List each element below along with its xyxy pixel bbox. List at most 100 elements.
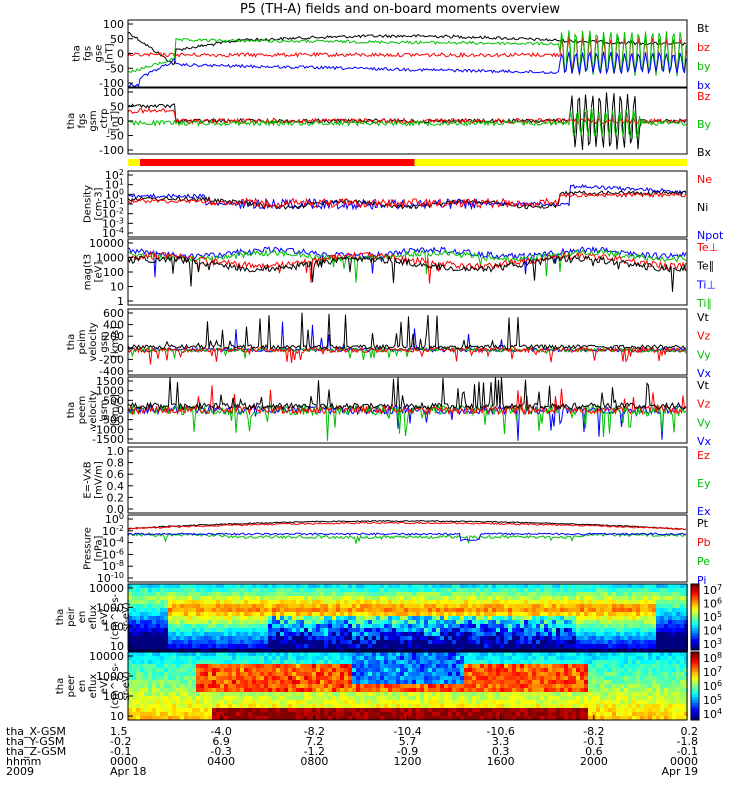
- colorbar-tick-label-peer-spec: 105: [703, 693, 722, 707]
- ytick-label-fgs-gse: -100: [99, 77, 124, 90]
- legend-pressure: Pi: [697, 574, 706, 587]
- series-pb: [127, 521, 687, 531]
- ytick-label-efield: 0.4: [107, 480, 125, 493]
- ytick-label-density: 10-3: [102, 216, 124, 230]
- ylabel-fgs-gse: thafgsgse[nT]: [72, 43, 116, 63]
- xaxis-value: 2000: [580, 755, 608, 768]
- ylabel-peim-velocity: thapeimvelocitygsm[km/s]: [66, 322, 121, 361]
- curves-peim-velocity: [127, 312, 687, 365]
- legend-fgs-gsm: By: [697, 118, 712, 131]
- ytick-label-peem-velocity: -1500: [92, 433, 124, 446]
- mode-bar-fast: [140, 159, 415, 166]
- ylabel-peem-velocity: thapeemvelocitygsm[km/s]: [66, 390, 121, 429]
- ytick-label-temperature: 10: [110, 281, 124, 294]
- colorbar-tick-label-peir-spec: 107: [703, 583, 722, 597]
- xaxis-value: 0800: [300, 755, 328, 768]
- ytick-label-peim-velocity: -400: [99, 365, 124, 378]
- series-te-par: [127, 253, 687, 292]
- legend-pressure: Pe: [697, 555, 710, 568]
- xaxis-value: -0.9: [397, 745, 418, 758]
- xaxis-value: -0.2: [110, 735, 131, 748]
- ytick-label-fgs-gse: -50: [106, 62, 124, 75]
- colorbar-frame-peir-spec: [690, 583, 700, 651]
- panel-fgs-gse: 100 50 0-50 -100 thafgsgse[nT] Bt bz by bx: [72, 18, 711, 92]
- ylabel-fgs-gsm: thafgsgsm_ctrp[nT]: [66, 109, 121, 135]
- legend-fgs-gsm: Bz: [697, 90, 711, 103]
- legend-peem-velocity: Vy: [697, 416, 711, 429]
- ytick-label-peir-spec: 100: [103, 621, 124, 634]
- xaxis-value: 0.2: [681, 725, 699, 738]
- xaxis-value: -4.0: [210, 725, 231, 738]
- panel-efield: 1.00.80.60.40.20.0E=-VxB[mV/m] Ez Ey Ex: [83, 445, 711, 518]
- ytick-label-peem-velocity: 500: [103, 394, 124, 407]
- legend-pressure: Pb: [697, 536, 711, 549]
- colorbar-tick-label-peer-spec: 108: [703, 651, 722, 665]
- frame-peim-velocity: [127, 308, 688, 376]
- ytick-label-pressure: 100: [105, 512, 124, 526]
- legend-peim-velocity: Vy: [697, 348, 711, 361]
- colorbar-tick-label-peer-spec: 106: [703, 679, 722, 693]
- colorbar-tick-label-peir-spec: 106: [703, 597, 722, 611]
- frame-temperature: [127, 238, 688, 306]
- ytick-label-peim-velocity: -200: [99, 353, 124, 366]
- xaxis-row-label: tha_X-GSM: [6, 725, 66, 738]
- ytick-label-peim-velocity: 600: [103, 307, 124, 320]
- xaxis-value: 0.3: [492, 745, 510, 758]
- xaxis-value: 6.9: [212, 735, 230, 748]
- ytick-label-peem-velocity: -1000: [92, 423, 124, 436]
- series-by: [127, 30, 687, 77]
- xaxis-value: 0400: [207, 755, 235, 768]
- xaxis-row-label: tha_Y-GSM: [6, 735, 64, 748]
- ylabel-temperature: mag(t3[eV]: [83, 254, 105, 290]
- series-bt: [128, 32, 687, 66]
- ytick-label-efield: 1.0: [107, 445, 125, 458]
- spectrogram-peer-spec: [128, 652, 688, 720]
- ytick-label-peim-velocity: 200: [103, 330, 124, 343]
- colorbar-tick-label-peer-spec: 107: [703, 665, 722, 679]
- series-ne: [127, 192, 687, 210]
- ytick-label-fgs-gse: 0: [117, 48, 124, 61]
- ytick-label-peer-spec: 100: [103, 690, 124, 703]
- panel-peer-spec: 10000 1000 100 10thapeerenefluxeV/(cm^2-s-s…: [55, 650, 722, 723]
- ytick-label-peim-velocity: 0: [117, 342, 124, 355]
- series-te-perp: [127, 250, 687, 284]
- ytick-label-peir-spec: 1000: [96, 601, 124, 614]
- legend-fgs-gse: bz: [697, 41, 710, 54]
- ytick-label-density: 10-2: [102, 207, 124, 221]
- ytick-label-peem-velocity: 1000: [96, 385, 124, 398]
- ytick-label-temperature: 100: [103, 266, 124, 279]
- ytick-label-pressure: 10-2: [102, 524, 124, 538]
- legend-density: Ne: [697, 173, 712, 186]
- colorbar-tick-label-peer-spec: 104: [703, 707, 722, 721]
- ytick-label-density: 101: [105, 178, 124, 192]
- colorbar-frame-peer-spec: [690, 651, 700, 721]
- ytick-label-peer-spec: 1000: [96, 670, 124, 683]
- ytick-label-fgs-gse: 50: [110, 33, 124, 46]
- legend-peim-velocity: Vz: [697, 330, 711, 343]
- x-axis: tha_X-GSMtha_Y-GSMtha_Z-GSMhhmm20091.5-0…: [6, 715, 698, 778]
- ytick-label-peem-velocity: 1500: [96, 375, 124, 388]
- ytick-label-peem-velocity: -500: [99, 414, 124, 427]
- series-pe: [127, 532, 687, 544]
- legend-temperature: Te⊥: [696, 241, 718, 254]
- series-vz: [127, 345, 687, 365]
- xaxis-value: -0.1: [110, 745, 131, 758]
- xaxis-value: -0.1: [583, 735, 604, 748]
- xaxis-value: 7.2: [306, 735, 324, 748]
- ytick-label-temperature: 1000: [96, 252, 124, 265]
- xaxis-row-label: hhmm: [6, 755, 41, 768]
- curves-pressure: [127, 519, 687, 544]
- frame-efield: [127, 446, 688, 514]
- ytick-label-fgs-gsm: 50: [110, 101, 124, 114]
- ylabel-pressure: Pressure[nPa]: [83, 527, 105, 570]
- series-vy: [127, 346, 687, 360]
- curves-temperature: [127, 245, 687, 292]
- series-vt: [127, 312, 687, 351]
- xaxis-value: -8.2: [583, 725, 604, 738]
- ytick-label-density: 10-1: [102, 197, 124, 211]
